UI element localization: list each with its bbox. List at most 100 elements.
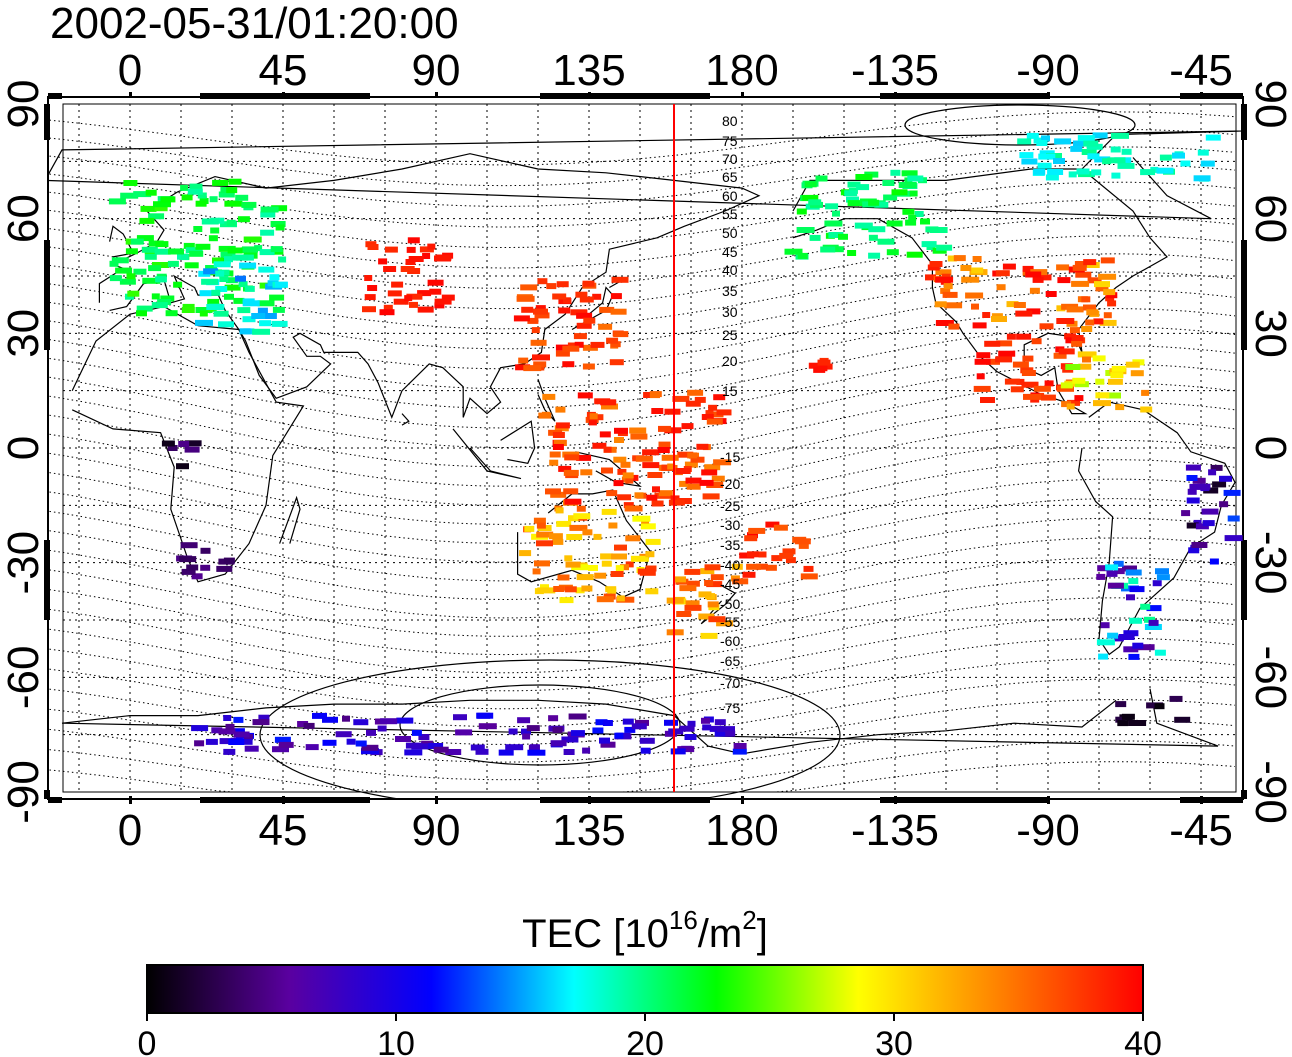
- tec-cell-south-america-south: [1148, 619, 1159, 626]
- tec-cell-south-america-east: [1201, 508, 1219, 515]
- tec-cell-australia: [614, 544, 627, 551]
- tec-cell-north-america-south: [1103, 289, 1116, 296]
- tec-cell-australia: [632, 515, 651, 522]
- tec-cell-caribbean: [1078, 363, 1092, 370]
- tec-cell-south-america-south: [1154, 649, 1166, 656]
- colorbar-title-main: TEC [10: [522, 912, 669, 956]
- tec-cell-europe: [145, 189, 157, 196]
- tec-cell-western-pacific: [679, 480, 689, 487]
- tec-cell-antarctica: [194, 740, 205, 747]
- tec-cell-western-pacific: [650, 392, 660, 399]
- tec-cell-western-pacific: [647, 472, 663, 478]
- tec-cell-africa-equator: [184, 440, 202, 447]
- tec-cell-arctic-canada: [1047, 169, 1064, 175]
- tec-cell-east-asia: [532, 354, 550, 361]
- tec-cell-western-pacific: [635, 455, 653, 462]
- tec-cell-western-pacific: [686, 483, 701, 490]
- magnetic-lat-label-south: -70: [720, 675, 740, 691]
- tec-cell-central-asia: [434, 302, 445, 309]
- tec-cell-east-asia: [555, 350, 570, 357]
- tec-cell-europe: [160, 196, 176, 203]
- tec-cell-caribbean: [1110, 372, 1124, 379]
- tec-cell-north-america-north: [868, 199, 880, 206]
- tec-cell-antarctica: [396, 717, 414, 724]
- tec-cell-east-asia: [562, 345, 580, 352]
- tec-cell-east-asia: [610, 341, 621, 348]
- tec-cell-caribbean: [1074, 381, 1089, 388]
- tec-cell-south-america-east: [1209, 558, 1219, 565]
- tec-cell-east-asia: [558, 307, 571, 314]
- tec-cell-new-zealand: [716, 620, 734, 627]
- tec-cell-arctic-canada: [1180, 160, 1191, 167]
- tec-cell-australia: [534, 560, 550, 567]
- tec-cell-australia: [536, 531, 554, 538]
- bottom-lon-tick: [1047, 796, 1050, 804]
- tec-cell-antarctica: [236, 738, 253, 745]
- tec-cell-europe: [193, 226, 203, 232]
- frame-bar-right: [1241, 104, 1247, 140]
- tec-cell-western-pacific: [576, 454, 592, 461]
- tec-cell-arctic-canada: [1110, 146, 1121, 153]
- coastline: [279, 495, 301, 544]
- tec-cell-australia: [601, 508, 617, 515]
- tec-cell-caribbean: [1140, 406, 1153, 413]
- tec-cell-north-america-north: [838, 233, 848, 240]
- tec-cell-antarctica: [548, 715, 559, 722]
- tec-cell-western-pacific: [588, 419, 597, 426]
- tec-cell-antarctic-peninsula: [1174, 716, 1191, 723]
- tec-cell-europe: [272, 306, 285, 313]
- tec-cell-north-america-north: [868, 234, 878, 241]
- tec-cell-north-america-south: [943, 283, 953, 290]
- tec-cell-central-america: [1023, 393, 1041, 400]
- tec-cell-south-america-south: [1132, 642, 1144, 649]
- tec-cell-europe: [235, 194, 249, 201]
- tec-cell-antarctica: [476, 712, 494, 719]
- tec-cell-antarctica: [228, 739, 245, 745]
- tec-cell-south-america-south: [1144, 624, 1162, 630]
- tec-cell-antarctica: [223, 748, 236, 755]
- tec-cell-antarctica: [297, 721, 309, 727]
- timestamp-title: 2002-05-31/01:20:00: [50, 0, 459, 48]
- tec-cell-east-asia: [575, 291, 588, 298]
- tec-cell-north-america-north: [804, 181, 817, 188]
- tec-cell-south-pacific: [748, 527, 766, 534]
- tec-cell-north-america-north: [825, 203, 839, 210]
- tec-cell-central-america: [1065, 337, 1074, 344]
- tec-cell-europe: [220, 252, 236, 258]
- tec-cell-antarctica: [622, 718, 634, 725]
- tec-cell-south-america-south: [1100, 622, 1110, 629]
- tec-cell-new-zealand: [676, 611, 692, 617]
- tec-cell-central-asia: [419, 246, 434, 253]
- tec-cell-east-asia: [562, 361, 575, 368]
- tec-cell-central-asia: [384, 246, 398, 253]
- tec-cell-western-pacific: [685, 477, 702, 484]
- frame-bar-left: [44, 104, 50, 140]
- tec-cell-antarctic-peninsula: [1154, 703, 1165, 710]
- tec-cell-western-pacific: [701, 469, 718, 476]
- tec-cell-western-pacific: [705, 410, 714, 417]
- left-lat-label: 90: [0, 80, 48, 129]
- tec-cell-eastern-mediterranean: [203, 268, 219, 275]
- tec-cell-north-america-south: [1015, 310, 1033, 317]
- tec-cell-southern-africa: [180, 542, 198, 549]
- tec-cell-eastern-mediterranean: [232, 254, 249, 261]
- tec-cell-western-pacific: [603, 446, 612, 453]
- tec-cell-arctic-canada: [1026, 132, 1039, 139]
- right-lat-axis-labels: 90 60 30 0 -30 -60 -90: [1246, 80, 1292, 824]
- tec-cell-south-america-south: [1107, 632, 1119, 639]
- tec-cell-north-america-south: [929, 261, 943, 267]
- tec-cell-eastern-mediterranean: [269, 274, 280, 281]
- tec-cell-arctic-canada: [1054, 138, 1072, 145]
- magnetic-lat-label-south: -50: [720, 596, 740, 612]
- tec-cell-central-asia: [408, 256, 424, 262]
- coastline: [537, 378, 556, 422]
- tec-cell-north-america-south: [982, 312, 991, 318]
- tec-cell-north-america-north: [877, 238, 895, 245]
- tec-cell-south-america-south: [1113, 560, 1124, 567]
- tec-cell-north-america-south: [1039, 323, 1054, 330]
- tec-cell-antarctica: [218, 728, 236, 735]
- tec-cell-central-america: [1004, 378, 1020, 385]
- tec-cell-north-america-south: [1026, 308, 1041, 315]
- tec-cell-antarctica: [274, 736, 291, 743]
- tec-cell-western-pacific: [601, 403, 613, 410]
